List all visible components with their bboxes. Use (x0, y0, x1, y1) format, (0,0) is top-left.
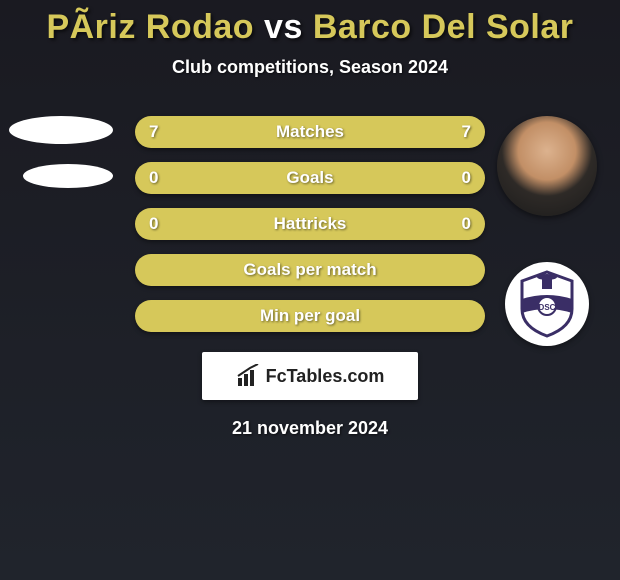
stat-right: 0 (462, 214, 471, 234)
player2-avatar (497, 116, 597, 216)
club-badge-icon: DSC (512, 269, 582, 339)
stat-left: 0 (149, 214, 158, 234)
stat-label: Goals per match (243, 260, 376, 280)
infographic: PÃriz Rodao vs Barco Del Solar Club comp… (0, 0, 620, 580)
svg-text:DSC: DSC (539, 303, 556, 312)
stat-row-goals: 0 Goals 0 (135, 162, 485, 194)
title-player1: PÃriz Rodao (46, 8, 254, 46)
main-area: 7 Matches 7 0 Goals 0 0 Hattricks 0 Goal… (0, 116, 620, 332)
stat-label: Goals (286, 168, 333, 188)
subtitle: Club competitions, Season 2024 (0, 57, 620, 78)
player2-column: DSC (492, 116, 602, 346)
date: 21 november 2024 (0, 418, 620, 439)
stat-left: 0 (149, 168, 158, 188)
stat-row-min-per-goal: Min per goal (135, 300, 485, 332)
stat-row-goals-per-match: Goals per match (135, 254, 485, 286)
player2-club-badge: DSC (505, 262, 589, 346)
stat-label: Hattricks (274, 214, 347, 234)
title-vs: vs (264, 8, 303, 46)
brand-text: FcTables.com (266, 366, 385, 387)
stat-bars: 7 Matches 7 0 Goals 0 0 Hattricks 0 Goal… (135, 116, 485, 332)
stat-label: Matches (276, 122, 344, 142)
stat-right: 7 (462, 122, 471, 142)
player1-club-placeholder (23, 164, 113, 188)
title: PÃriz Rodao vs Barco Del Solar (0, 0, 620, 47)
stat-left: 7 (149, 122, 158, 142)
stat-row-matches: 7 Matches 7 (135, 116, 485, 148)
stat-right: 0 (462, 168, 471, 188)
stat-row-hattricks: 0 Hattricks 0 (135, 208, 485, 240)
player1-avatar-placeholder (9, 116, 113, 144)
brand-box[interactable]: FcTables.com (202, 352, 418, 400)
title-player2: Barco Del Solar (313, 8, 574, 46)
chart-icon (236, 364, 260, 388)
player1-column (6, 116, 116, 188)
stat-label: Min per goal (260, 306, 360, 326)
